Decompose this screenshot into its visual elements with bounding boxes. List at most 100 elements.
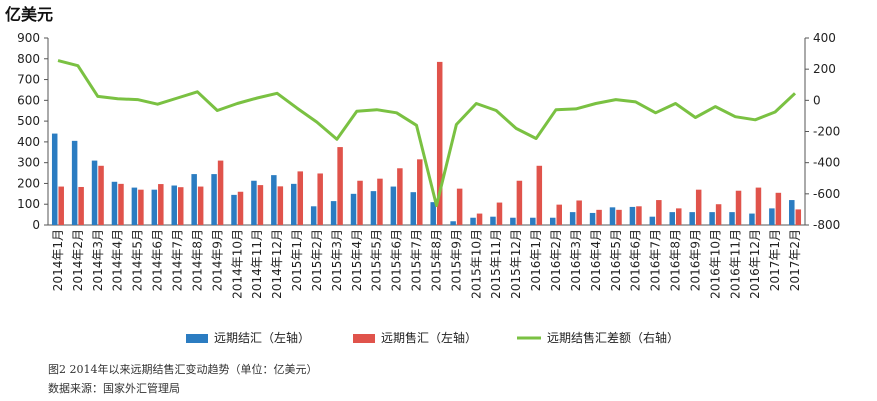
sales-bar	[158, 184, 164, 225]
x-tick-label-group: 2015年1月	[290, 229, 304, 291]
x-tick-label-group: 2015年3月	[330, 229, 344, 291]
settlement-bar	[669, 212, 676, 225]
x-tick-label: 2016年3月	[569, 229, 583, 291]
sales-bar	[197, 186, 204, 225]
settlement-bar	[410, 192, 417, 225]
sales-bar	[177, 187, 184, 225]
settlement-bar	[350, 193, 357, 225]
settlement-bar	[530, 217, 536, 225]
x-tick-label: 2015年2月	[310, 229, 324, 291]
sales-bar	[257, 185, 264, 225]
legend-swatch	[353, 334, 375, 343]
x-tick-label: 2015年7月	[410, 229, 424, 291]
x-tick-label-group: 2015年2月	[310, 229, 324, 291]
x-tick-label-group: 2017年2月	[788, 229, 802, 291]
x-tick-label-group: 2016年10月	[708, 229, 722, 299]
x-tick-label: 2015年8月	[430, 229, 444, 291]
sales-bar	[377, 178, 383, 225]
settlement-bar	[470, 217, 476, 225]
sales-bar	[715, 204, 722, 225]
sales-bar	[496, 202, 503, 225]
sales-bar	[795, 209, 802, 225]
right-tick-label: -400	[813, 156, 840, 170]
x-tick-label: 2014年4月	[111, 229, 125, 291]
sales-bar	[138, 189, 144, 225]
sales-bar	[118, 183, 124, 225]
settlement-bar	[370, 191, 377, 225]
x-tick-label: 2014年8月	[190, 229, 204, 291]
legend-label: 远期售汇（左轴）	[381, 330, 477, 345]
x-tick-label: 2016年10月	[708, 229, 722, 299]
settlement-bar	[689, 212, 695, 225]
x-tick-label-group: 2016年11月	[728, 229, 742, 299]
legend-label: 远期结售汇差额（右轴）	[547, 330, 679, 345]
x-tick-label-group: 2016年5月	[609, 229, 623, 291]
x-tick-label-group: 2015年4月	[350, 229, 364, 291]
x-tick-label: 2015年3月	[330, 229, 344, 291]
settlement-bar	[549, 217, 556, 225]
sales-bar	[476, 213, 483, 225]
x-tick-label: 2014年5月	[131, 229, 145, 291]
x-tick-label: 2016年9月	[688, 229, 702, 291]
legend-label: 远期结汇（左轴）	[214, 330, 310, 345]
sales-bar	[755, 187, 762, 225]
sales-bar	[217, 160, 224, 225]
settlement-bar	[271, 175, 277, 225]
sales-bar	[436, 61, 443, 226]
sales-bar	[297, 171, 304, 225]
x-tick-label-group: 2015年6月	[390, 229, 404, 291]
right-tick-label: -800	[813, 218, 840, 232]
x-tick-label-group: 2014年4月	[111, 229, 125, 291]
settlement-bar	[589, 212, 596, 225]
x-tick-label: 2015年9月	[449, 229, 463, 291]
x-tick-label: 2016年11月	[728, 229, 742, 299]
x-tick-label: 2015年12月	[509, 229, 523, 299]
sales-bar	[58, 186, 64, 225]
settlement-bar	[330, 201, 337, 225]
x-tick-label-group: 2016年12月	[748, 229, 762, 299]
x-tick-label-group: 2014年5月	[131, 229, 145, 291]
sales-bar	[735, 190, 742, 225]
right-tick-label: 400	[813, 31, 836, 45]
x-tick-label-group: 2014年12月	[270, 229, 284, 299]
x-tick-label: 2014年3月	[91, 229, 105, 291]
x-tick-labels: 2014年1月 2014年2月 2014年3月 2014年4月 2014年5月 2014年…	[51, 229, 802, 299]
legend-swatch	[186, 334, 208, 343]
settlement-bar	[749, 213, 755, 225]
settlement-bar	[490, 216, 496, 225]
x-tick-label-group: 2016年8月	[669, 229, 683, 291]
x-tick-label-group: 2015年9月	[449, 229, 463, 291]
unit-label: 亿美元	[5, 5, 53, 24]
sales-bar	[417, 159, 423, 225]
settlement-bar	[211, 174, 217, 225]
sales-bar	[556, 204, 562, 225]
axes: 0 100 200 300 400 500 600 700 800 900 -800 -600 -400…	[17, 31, 840, 232]
x-tick-label: 2014年11月	[250, 229, 264, 299]
x-tick-label-group: 2016年6月	[629, 229, 643, 291]
left-tick-label: 500	[17, 114, 40, 128]
settlement-bar	[430, 202, 436, 225]
sales-bar	[98, 165, 104, 225]
x-tick-label-group: 2014年3月	[91, 229, 105, 291]
sales-bar	[397, 168, 403, 225]
sales-bar	[317, 173, 323, 225]
x-tick-label: 2016年5月	[609, 229, 623, 291]
sales-bar	[456, 188, 463, 225]
x-tick-label: 2016年1月	[529, 229, 543, 291]
left-tick-label: 700	[17, 73, 40, 87]
x-tick-label-group: 2017年1月	[768, 229, 782, 291]
settlement-bar	[231, 194, 237, 225]
x-tick-label: 2015年5月	[370, 229, 384, 291]
sales-bar	[676, 208, 682, 225]
x-tick-label: 2016年7月	[649, 229, 663, 291]
x-tick-label: 2014年10月	[230, 229, 244, 299]
x-tick-label-group: 2016年9月	[688, 229, 702, 291]
x-tick-label-group: 2015年7月	[410, 229, 424, 291]
left-tick-label: 600	[17, 93, 40, 107]
balance-line-series	[57, 59, 797, 207]
x-tick-label: 2017年1月	[768, 229, 782, 291]
x-tick-label-group: 2016年4月	[589, 229, 603, 291]
sales-bar	[237, 191, 244, 225]
settlement-bar	[729, 212, 735, 225]
x-tick-label-group: 2014年6月	[151, 229, 165, 291]
